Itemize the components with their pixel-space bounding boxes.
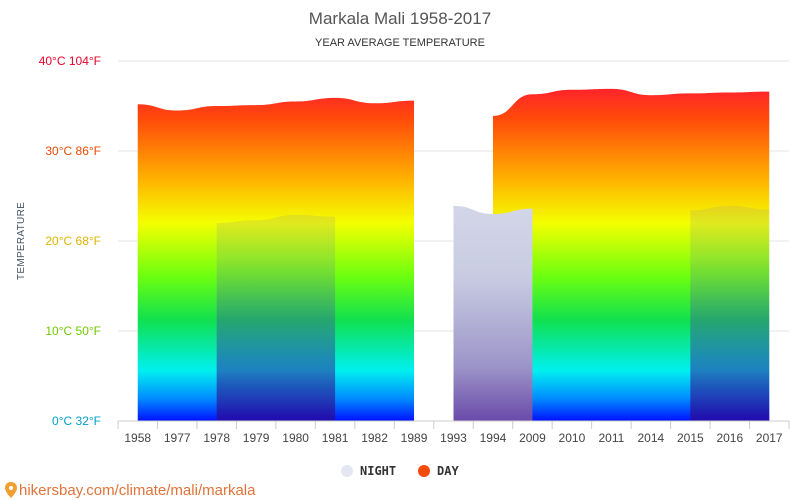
y-axis-label: TEMPERATURE (16, 202, 27, 280)
x-tick-label: 2009 (519, 431, 546, 445)
y-tick-label: 40°C 104°F (39, 54, 101, 68)
legend-label-night: NIGHT (360, 464, 396, 478)
x-tick-label: 1981 (322, 431, 349, 445)
y-ticks: 40°C 104°F 30°C 86°F 20°C 68°F 10°C 50°F 0°C… (39, 54, 101, 428)
x-tick-label: 1982 (361, 431, 388, 445)
legend-item-day[interactable]: DAY (418, 464, 459, 478)
night-area (690, 205, 770, 421)
x-tick-label: 1980 (282, 431, 309, 445)
x-tick-label: 1989 (401, 431, 428, 445)
x-tick-label: 2017 (756, 431, 783, 445)
legend-label-day: DAY (437, 464, 459, 478)
x-tick-label: 2014 (638, 431, 665, 445)
x-tick-label: 1994 (480, 431, 507, 445)
x-tick-label: 1979 (243, 431, 270, 445)
chart-title: Markala Mali 1958-2017 (309, 9, 491, 28)
source-text: hikersbay.com/climate/mali/markala (19, 482, 256, 499)
night-area (216, 214, 336, 421)
legend-item-night[interactable]: NIGHT (341, 464, 396, 478)
x-tick-label: 2015 (677, 431, 704, 445)
x-tick-label: 2010 (559, 431, 586, 445)
x-axis: 1958 1977 1978 1979 1980 1981 1982 1989 1993 1994… (117, 420, 790, 445)
x-tick-label: 1977 (164, 431, 191, 445)
chart-subtitle: YEAR AVERAGE TEMPERATURE (315, 37, 485, 49)
legend: NIGHT DAY (341, 464, 459, 478)
map-pin-dot (9, 486, 13, 490)
x-tick-label: 1993 (440, 431, 467, 445)
x-tick-label: 2016 (716, 431, 743, 445)
x-tick-label: 2011 (598, 431, 624, 445)
y-tick-label: 30°C 86°F (45, 144, 101, 158)
legend-marker-night (341, 465, 353, 477)
y-tick-label: 0°C 32°F (52, 414, 101, 428)
y-tick-label: 20°C 68°F (45, 234, 101, 248)
x-tick-label: 1958 (124, 431, 151, 445)
y-tick-label: 10°C 50°F (45, 324, 101, 338)
source-link[interactable]: hikersbay.com/climate/mali/markala (5, 482, 256, 499)
x-tick-label: 1978 (203, 431, 230, 445)
night-series (216, 205, 770, 421)
legend-marker-day (418, 465, 430, 477)
night-area (453, 205, 533, 421)
